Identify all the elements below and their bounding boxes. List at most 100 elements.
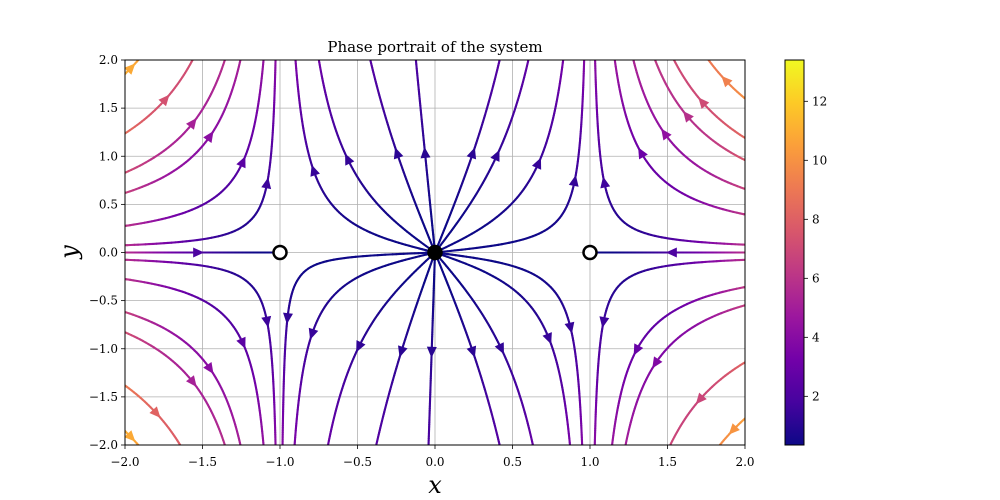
streamline (125, 60, 140, 76)
streamline (293, 251, 435, 445)
streamline-arrow (203, 362, 214, 374)
y-tick-label: −2.0 (89, 438, 118, 452)
streamline-arrow (420, 146, 431, 159)
streamline (611, 285, 745, 445)
colorbar-ticks: 2 4 6 8 10 12 (804, 94, 827, 403)
streamline (125, 384, 182, 445)
streamline-arrow (345, 153, 355, 166)
streamline-arrow (599, 316, 610, 329)
y-tick-label: 0.0 (99, 246, 118, 260)
streamline-arrow (186, 375, 197, 387)
streamline (294, 60, 434, 253)
y-tick-label: 1.0 (99, 149, 118, 163)
streamline (624, 304, 745, 445)
colorbar-tick-label: 12 (812, 94, 827, 108)
x-tick-label: −0.5 (343, 455, 372, 469)
unstable-point-marker (582, 244, 598, 261)
x-tick-label: −1.5 (188, 455, 217, 469)
x-tick-label: 1.0 (580, 455, 599, 469)
x-tick-label: 1.5 (658, 455, 677, 469)
streamline (125, 429, 140, 445)
streamline-arrow (490, 149, 500, 162)
streamline-arrow (186, 118, 197, 130)
streamline (588, 247, 745, 258)
streamline (434, 252, 534, 445)
streamline-arrow (564, 321, 575, 334)
colorbar-tick-label: 6 (812, 271, 820, 285)
streamline (434, 60, 501, 252)
x-tick-label: −2.0 (110, 455, 139, 469)
colorbar: 2 4 6 8 10 12 (784, 59, 827, 446)
streamline-arrow (466, 147, 477, 160)
streamline-arrow (310, 164, 320, 177)
streamline-arrow (203, 131, 214, 143)
x-tick-label: 0.5 (503, 455, 522, 469)
streamline-arrow (261, 177, 272, 190)
y-tick-label: −0.5 (89, 294, 118, 308)
streamline (436, 60, 565, 253)
colorbar-tick-label: 4 (812, 330, 820, 344)
streamline-arrow (125, 63, 136, 75)
streamline-arrow (652, 356, 663, 369)
streamline-arrow (125, 430, 136, 442)
streamline (125, 247, 282, 258)
y-tick-label: −1.0 (89, 342, 118, 356)
streamline (435, 60, 586, 254)
streamline (125, 258, 277, 445)
streamline-arrow (494, 342, 504, 355)
streamline (653, 60, 745, 162)
streamline (375, 252, 436, 445)
streamline-arrow (665, 247, 677, 258)
streamlines (125, 60, 745, 445)
streamline (125, 60, 194, 135)
streamline-arrow (149, 406, 161, 418)
streamline-arrow (236, 336, 246, 349)
streamline (434, 253, 501, 445)
streamline-arrow (542, 332, 552, 345)
streamline-arrow (638, 147, 648, 160)
streamline-arrow (308, 327, 319, 340)
stable-point-marker (427, 244, 443, 261)
chart-title: Phase portrait of the system (327, 38, 542, 56)
streamline-arrow (426, 346, 437, 358)
streamline-arrow (728, 423, 740, 435)
colorbar-gradient (784, 59, 805, 446)
streamline-arrow (283, 312, 293, 325)
streamline (317, 60, 435, 253)
streamline (718, 417, 745, 445)
streamline-arrow (721, 75, 733, 88)
streamline (125, 331, 226, 445)
streamline-arrow (531, 157, 542, 170)
y-axis-label: y (55, 245, 83, 260)
y-ticks: −2.0 −1.5 −1.0 −0.5 0.0 0.5 1.0 1.5 2.0 (89, 53, 125, 452)
colorbar-tick-label: 8 (812, 212, 820, 226)
streamline-arrow (568, 174, 579, 187)
streamline-arrow (661, 128, 672, 141)
streamline (125, 278, 265, 445)
streamline (436, 251, 584, 445)
streamline (281, 251, 435, 445)
streamline (594, 60, 745, 246)
y-tick-label: 1.5 (99, 101, 118, 115)
unstable-point-marker (272, 244, 288, 261)
y-tick-label: −1.5 (89, 390, 118, 404)
streamline-arrow (600, 176, 611, 189)
streamline-arrow (695, 392, 707, 405)
streamline (613, 60, 745, 216)
colorbar-tick-label: 10 (812, 153, 827, 167)
y-tick-label: 0.5 (99, 197, 118, 211)
streamline-arrow (393, 147, 404, 160)
streamline (669, 361, 745, 445)
x-tick-label: −1.0 (265, 455, 294, 469)
streamline-arrow (193, 247, 205, 258)
streamline (125, 310, 242, 445)
streamline (436, 252, 572, 445)
streamline (125, 60, 277, 247)
colorbar-tick-label: 2 (812, 389, 820, 403)
x-axis-label: x (428, 471, 442, 499)
x-tick-label: 0.0 (425, 455, 444, 469)
y-tick-label: 2.0 (99, 53, 118, 67)
streamline-arrow (398, 345, 408, 358)
streamline-arrow (356, 340, 366, 353)
